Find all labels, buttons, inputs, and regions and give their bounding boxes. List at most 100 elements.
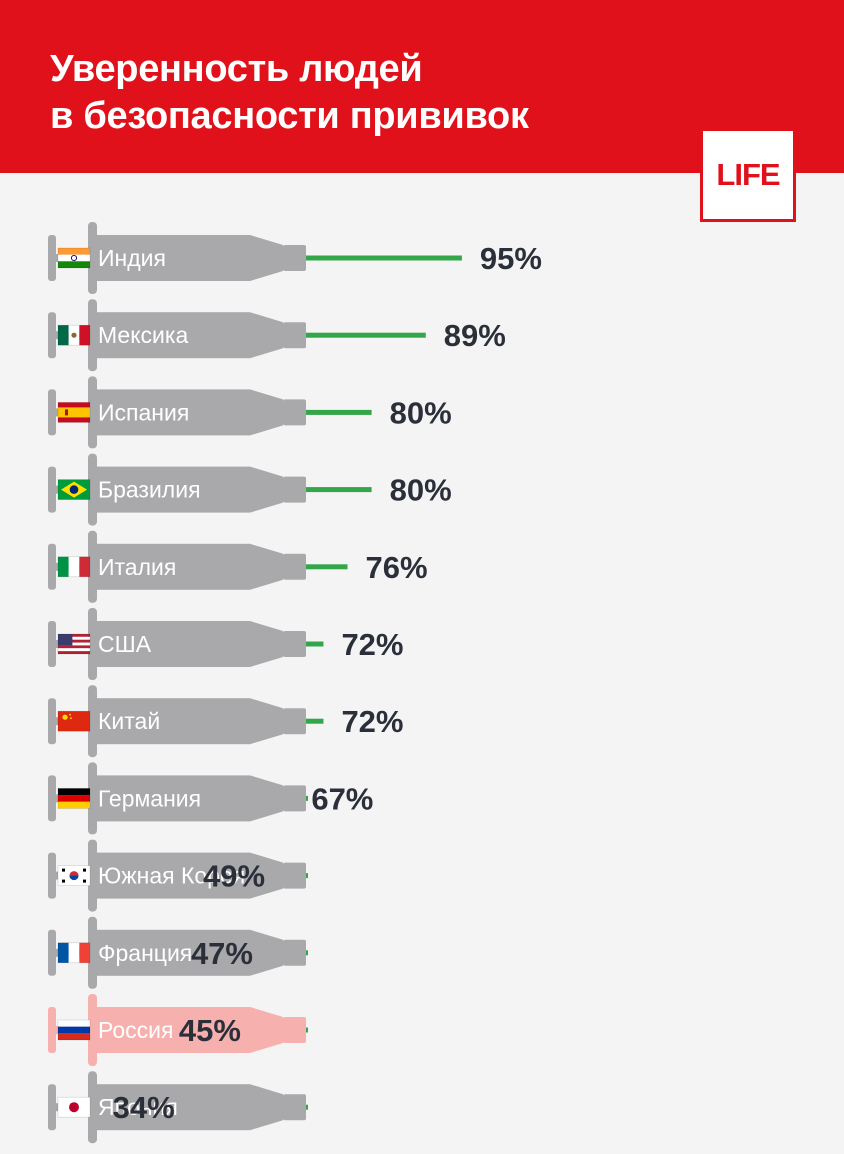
- syringe-plunger: [48, 852, 56, 899]
- syringe-barrel: [97, 466, 250, 513]
- germany-flag-icon: [57, 788, 91, 809]
- syringe-tip: [250, 929, 283, 976]
- country-label: Китай: [98, 708, 160, 734]
- syringe-row: Италия 76%: [48, 530, 428, 603]
- syringe-plunger: [48, 1084, 56, 1131]
- india-flag-icon: [57, 247, 91, 269]
- value-label: 72%: [341, 704, 403, 739]
- russia-flag-icon: [57, 1019, 91, 1041]
- syringe-barrel: [97, 852, 250, 899]
- syringe-flange: [88, 1071, 97, 1144]
- syringe-hub: [283, 399, 306, 426]
- syringe-tip: [250, 1084, 283, 1131]
- syringe-tip: [250, 466, 283, 513]
- syringe-row: Испания 80%: [48, 376, 452, 449]
- syringe-barrel: [97, 389, 250, 436]
- syringe-tip: [250, 698, 283, 745]
- value-label: 49%: [203, 859, 265, 894]
- brazil-flag-icon: [57, 479, 91, 500]
- syringe-tip: [250, 852, 283, 899]
- syringe-plunger: [48, 543, 56, 590]
- syringe-row: Бразилия 80%: [48, 453, 452, 526]
- china-flag-icon: [57, 710, 91, 732]
- syringe-plunger: [48, 775, 56, 822]
- syringe-hub: [283, 785, 306, 812]
- syringe-flange: [88, 608, 97, 680]
- syringe-hub: [283, 1017, 306, 1043]
- title-line-1: Уверенность людей: [50, 48, 423, 90]
- syringe-flange: [88, 762, 97, 835]
- syringe-barrel: [97, 312, 250, 359]
- needle-bar: [306, 641, 324, 647]
- needle-bar: [306, 1027, 308, 1033]
- country-label: Мексика: [98, 322, 188, 348]
- value-label: 45%: [179, 1013, 241, 1048]
- syringe-flange: [88, 685, 97, 758]
- needle-bar: [306, 487, 372, 493]
- syringe-plunger: [48, 466, 56, 513]
- syringe-tip: [250, 775, 283, 822]
- syringe-hub: [283, 322, 306, 349]
- value-label: 47%: [191, 936, 253, 971]
- syringe-barrel: [97, 621, 250, 667]
- needle-bar: [306, 873, 308, 879]
- value-label: 80%: [390, 473, 452, 508]
- life-logo: LIFE: [700, 128, 796, 222]
- syringe-plunger: [48, 1007, 56, 1053]
- needle-bar: [306, 255, 462, 261]
- country-label: США: [98, 631, 152, 657]
- syringe-hub: [283, 476, 306, 503]
- country-label: Бразилия: [98, 477, 201, 503]
- syringe-flange: [88, 530, 97, 603]
- syringe-tip: [250, 235, 283, 281]
- country-label: Франция: [98, 940, 192, 966]
- syringe-plunger: [48, 235, 56, 281]
- syringe-hub: [283, 708, 306, 735]
- syringe-tip: [250, 621, 283, 667]
- title-line-2: в безопасности прививок: [50, 95, 529, 137]
- syringe-flange: [88, 299, 97, 372]
- syringe-flange: [88, 453, 97, 526]
- syringe-flange: [88, 916, 97, 989]
- logo-text: LIFE: [716, 157, 780, 192]
- usa-flag-icon: [57, 633, 91, 655]
- syringe-flange: [88, 839, 97, 912]
- country-label: Испания: [98, 399, 189, 425]
- syringe-hub: [283, 631, 306, 657]
- value-label: 34%: [113, 1090, 175, 1125]
- syringe-plunger: [48, 389, 56, 436]
- value-label: 80%: [390, 395, 452, 430]
- syringe-plunger: [48, 621, 56, 667]
- value-label: 76%: [366, 550, 428, 585]
- needle-bar: [306, 795, 308, 801]
- syringe-plunger: [48, 698, 56, 745]
- syringe-barrel: [97, 1007, 250, 1053]
- country-label: Россия: [98, 1017, 173, 1043]
- needle-bar: [306, 950, 308, 956]
- mexico-flag-icon: [57, 324, 91, 346]
- syringe-row: Китай 72%: [48, 685, 403, 758]
- spain-flag-icon: [57, 402, 91, 423]
- syringe-barrel: [97, 698, 250, 745]
- value-label: 72%: [341, 627, 403, 662]
- country-label: Германия: [98, 785, 201, 811]
- italy-flag-icon: [57, 556, 91, 578]
- syringe-barrel: [97, 775, 250, 822]
- syringe-hub: [283, 862, 306, 889]
- syringe-tip: [250, 543, 283, 590]
- syringe-barrel: [97, 235, 250, 281]
- france-flag-icon: [57, 942, 91, 964]
- syringe-hub: [283, 1094, 306, 1121]
- needle-bar: [306, 1104, 308, 1110]
- needle-bar: [306, 718, 324, 724]
- needle-bar: [306, 409, 372, 415]
- syringe-row: Германия 67%: [48, 762, 373, 835]
- syringe-tip: [250, 389, 283, 436]
- syringe-tip: [250, 1007, 283, 1053]
- south-korea-flag-icon: [57, 865, 91, 886]
- syringe-hub: [283, 553, 306, 580]
